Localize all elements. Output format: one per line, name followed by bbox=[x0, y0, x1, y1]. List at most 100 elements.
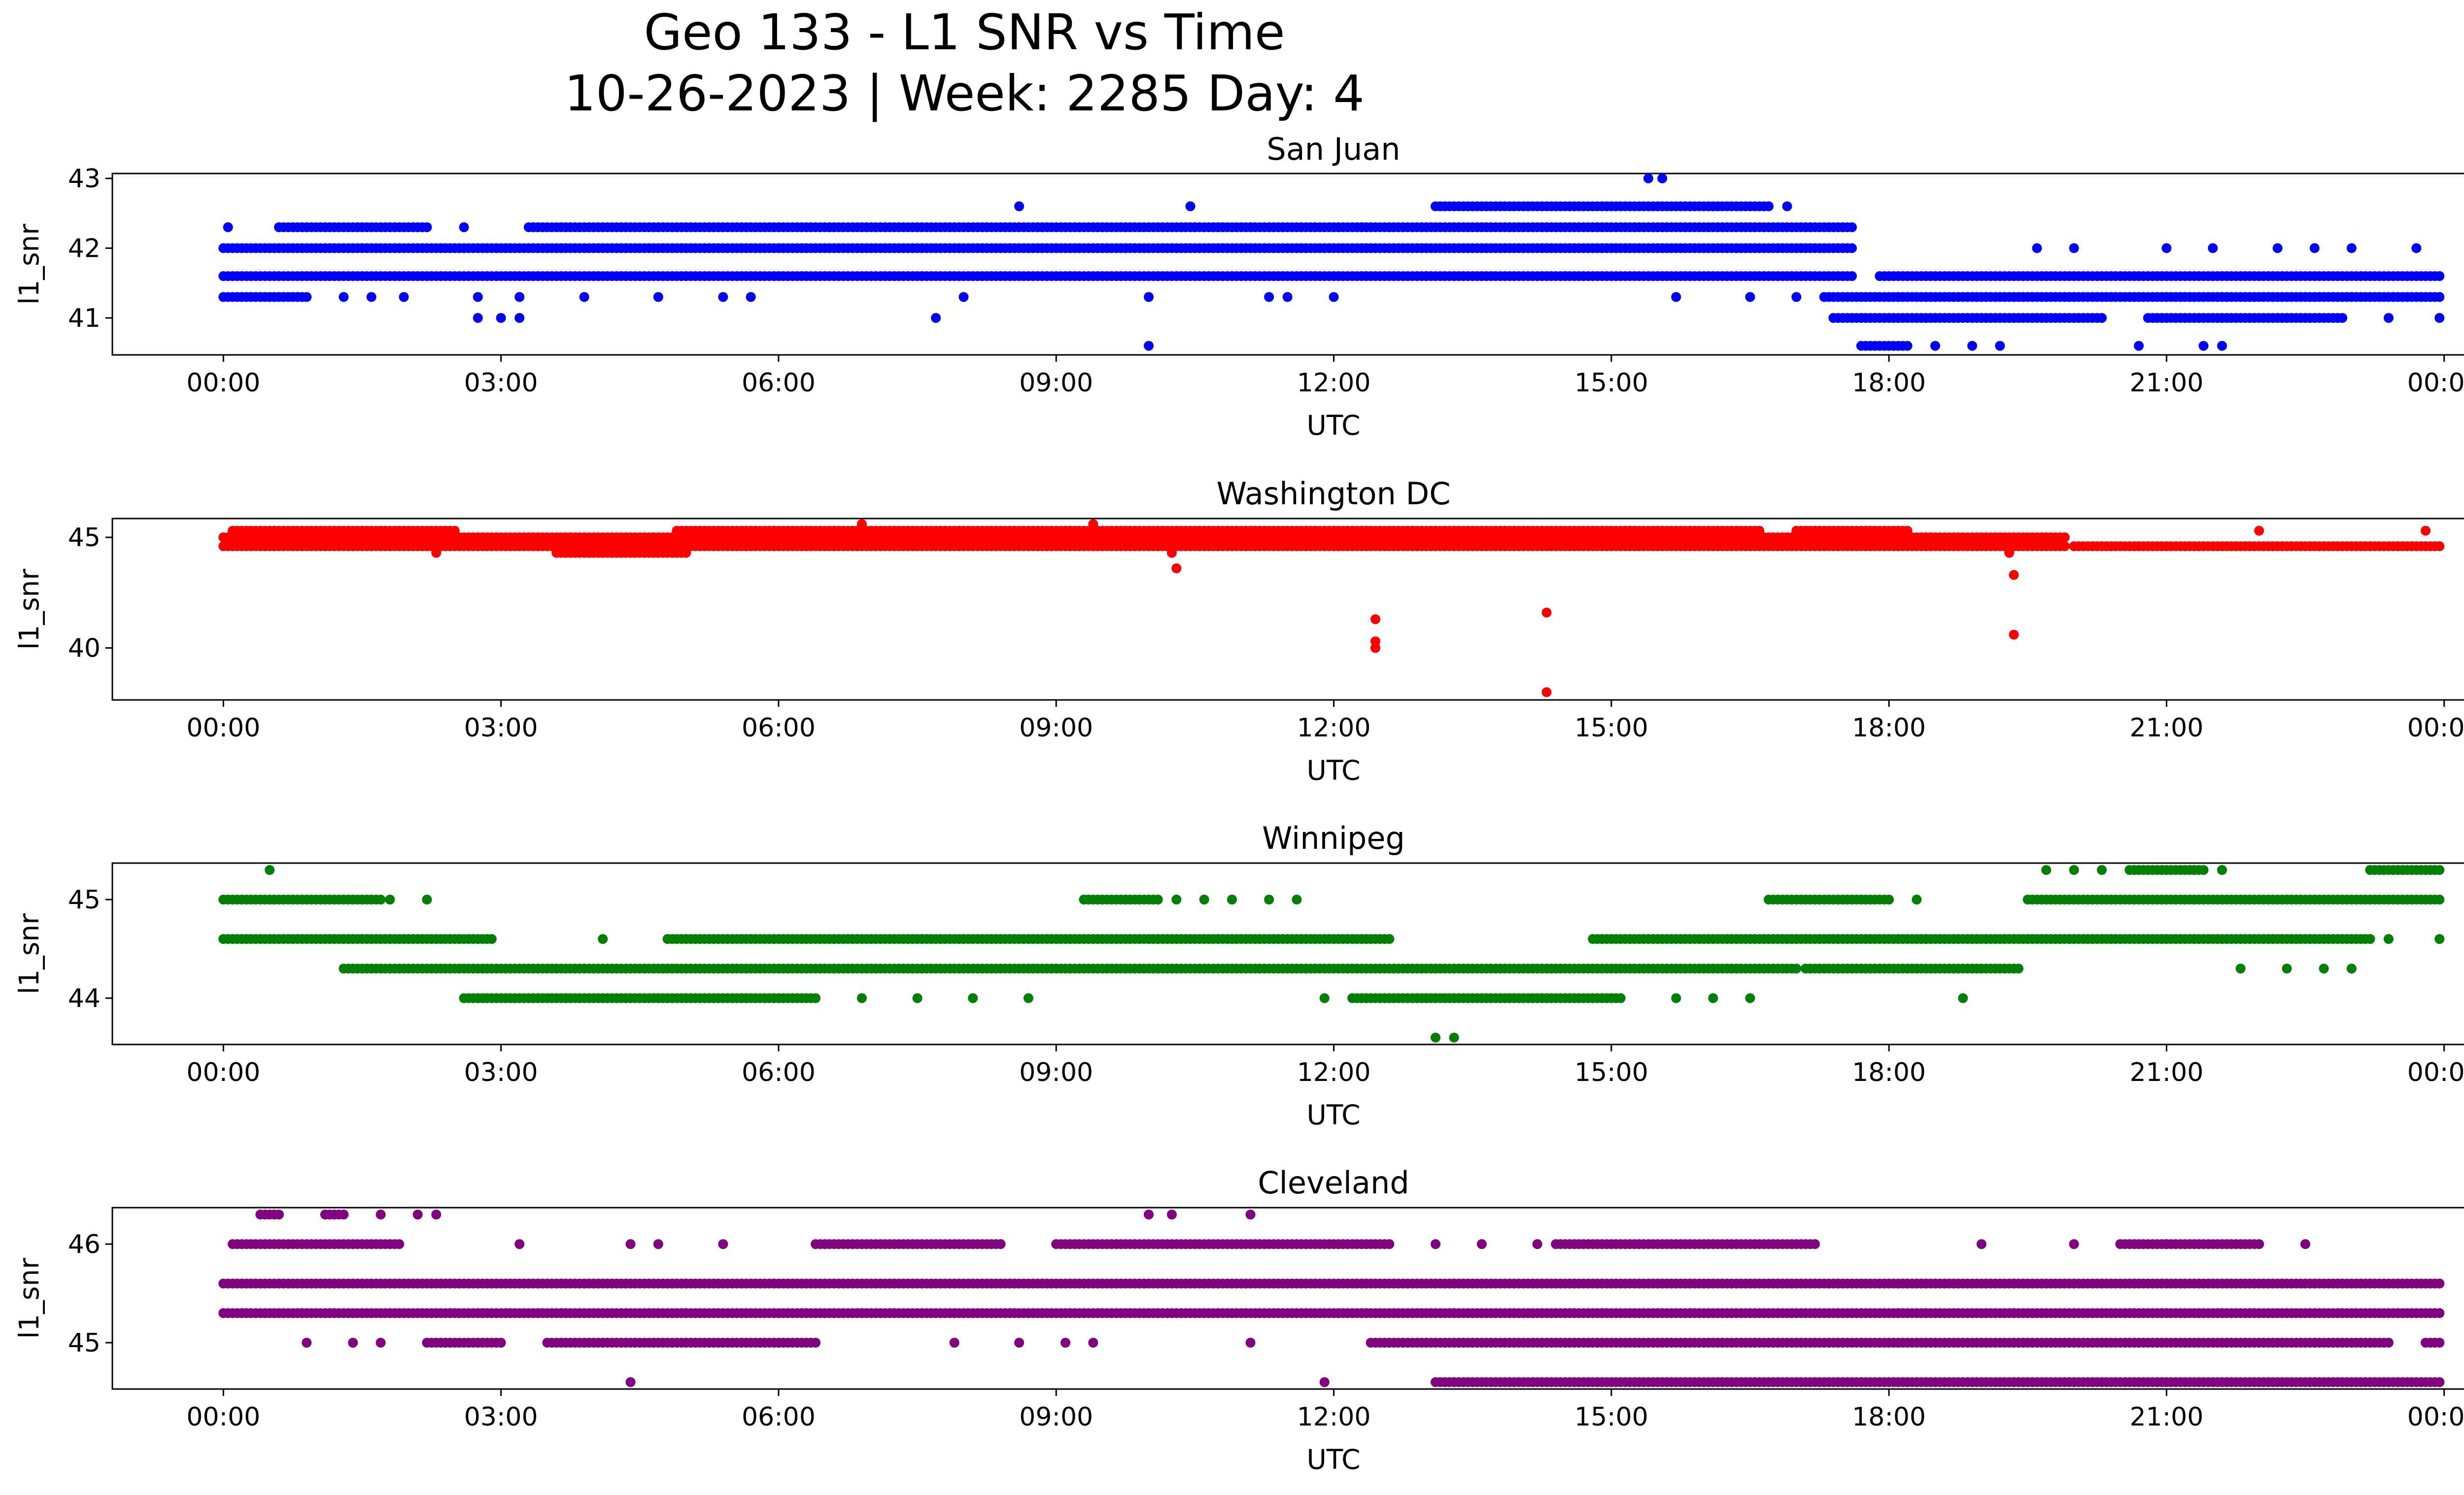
data-point bbox=[856, 993, 867, 1003]
panel-san-juan: San Juan 00:00 03:00 06:00 09:00 12:00 15:00 1… bbox=[13, 131, 2464, 441]
data-point bbox=[1023, 993, 1033, 1003]
data-points bbox=[218, 173, 2445, 351]
data-point bbox=[912, 993, 923, 1003]
data-point bbox=[1657, 173, 1668, 183]
data-point bbox=[1967, 341, 1978, 351]
data-point bbox=[2319, 964, 2329, 973]
x-tick-label: 15:00 bbox=[1574, 713, 1648, 743]
y-axis-ticks: 41 42 43 bbox=[68, 164, 112, 333]
y-tick-label: 42 bbox=[68, 234, 101, 263]
data-point bbox=[431, 548, 442, 558]
data-point bbox=[265, 865, 275, 875]
y-tick-label: 44 bbox=[68, 984, 101, 1013]
x-tick-label: 09:00 bbox=[1019, 713, 1093, 743]
data-point bbox=[1847, 243, 1857, 253]
data-point bbox=[1541, 687, 1552, 697]
data-point bbox=[2217, 865, 2227, 875]
data-point bbox=[2272, 243, 2283, 253]
data-point bbox=[1384, 934, 1395, 944]
data-point bbox=[1227, 895, 1237, 904]
data-point bbox=[2337, 313, 2348, 323]
data-point bbox=[2004, 548, 2015, 558]
data-point bbox=[746, 292, 756, 302]
y-tick-label: 43 bbox=[68, 164, 101, 194]
data-point bbox=[366, 292, 376, 302]
x-tick-label: 00:00 bbox=[186, 368, 260, 398]
x-tick-label: 06:00 bbox=[742, 368, 816, 398]
data-points bbox=[218, 519, 2445, 697]
x-tick-label: 03:00 bbox=[464, 713, 538, 743]
x-tick-label: 18:00 bbox=[1852, 1058, 1926, 1087]
x-tick-label: 15:00 bbox=[1574, 368, 1648, 398]
data-point bbox=[2434, 934, 2445, 944]
data-point bbox=[1185, 201, 1196, 211]
panel-title: Washington DC bbox=[1216, 476, 1450, 512]
data-point bbox=[2384, 313, 2394, 323]
data-point bbox=[1166, 548, 1177, 558]
data-point bbox=[2411, 243, 2422, 253]
data-point bbox=[1995, 341, 2005, 351]
data-point bbox=[2208, 243, 2218, 253]
data-point bbox=[2346, 964, 2357, 973]
data-point bbox=[1764, 201, 1774, 211]
x-tick-label: 09:00 bbox=[1019, 1058, 1093, 1087]
x-tick-label: 00:00 bbox=[2407, 368, 2464, 398]
x-tick-label: 21:00 bbox=[2129, 368, 2203, 398]
data-point bbox=[2009, 629, 2019, 640]
x-tick-label: 00:00 bbox=[186, 1058, 260, 1087]
data-point bbox=[2161, 243, 2172, 253]
x-tick-label: 12:00 bbox=[1297, 713, 1371, 743]
data-point bbox=[1370, 614, 1380, 625]
data-point bbox=[1190, 222, 1200, 232]
data-point bbox=[2309, 243, 2320, 253]
y-tick-label: 45 bbox=[68, 523, 101, 553]
data-point bbox=[2434, 541, 2445, 552]
data-point bbox=[1264, 292, 1274, 302]
panel-title: San Juan bbox=[1266, 131, 1400, 167]
x-tick-label: 18:00 bbox=[1852, 368, 1926, 398]
data-point bbox=[2365, 934, 2375, 944]
data-point bbox=[2254, 525, 2264, 536]
data-point bbox=[2282, 964, 2292, 973]
data-point bbox=[2434, 1279, 2445, 1288]
data-point bbox=[2014, 964, 2023, 973]
data-point bbox=[385, 895, 395, 904]
data-point bbox=[2346, 243, 2357, 253]
data-point bbox=[718, 292, 728, 302]
data-point bbox=[1791, 964, 1802, 973]
x-tick-label: 09:00 bbox=[1019, 368, 1093, 398]
data-point bbox=[473, 313, 483, 323]
data-point bbox=[598, 934, 608, 944]
data-point bbox=[2235, 964, 2246, 973]
data-point bbox=[1745, 993, 1755, 1003]
x-tick-label: 15:00 bbox=[1574, 1058, 1648, 1087]
data-point bbox=[399, 292, 409, 302]
data-point bbox=[2041, 865, 2052, 875]
data-point bbox=[1014, 201, 1025, 211]
data-point bbox=[422, 895, 432, 904]
data-point bbox=[2434, 271, 2445, 281]
x-axis-ticks: 00:00 03:00 06:00 09:00 12:00 15:00 18:00 21:00… bbox=[186, 700, 2464, 743]
data-point bbox=[1884, 895, 1894, 904]
data-point bbox=[459, 222, 469, 232]
data-point bbox=[1282, 292, 1293, 302]
x-axis-label: UTC bbox=[1306, 1099, 1360, 1131]
data-point bbox=[1218, 222, 1228, 232]
data-point bbox=[2059, 532, 2070, 543]
x-tick-label: 21:00 bbox=[2129, 1058, 2203, 1087]
x-tick-label: 12:00 bbox=[1297, 368, 1371, 398]
data-point bbox=[811, 993, 821, 1003]
x-tick-label: 12:00 bbox=[1297, 1058, 1371, 1087]
data-point bbox=[2421, 525, 2431, 536]
data-point bbox=[1912, 895, 1922, 904]
data-point bbox=[1930, 341, 1940, 351]
data-point bbox=[2217, 341, 2227, 351]
data-point bbox=[292, 292, 303, 302]
data-point bbox=[223, 222, 233, 232]
data-point bbox=[2059, 541, 2070, 552]
x-tick-label: 06:00 bbox=[742, 713, 816, 743]
y-tick-label: 41 bbox=[68, 304, 101, 333]
panel-cleveland: Cleveland 00:00 03:00 06:00 09:00 12:00 15:00… bbox=[13, 1165, 2464, 1475]
